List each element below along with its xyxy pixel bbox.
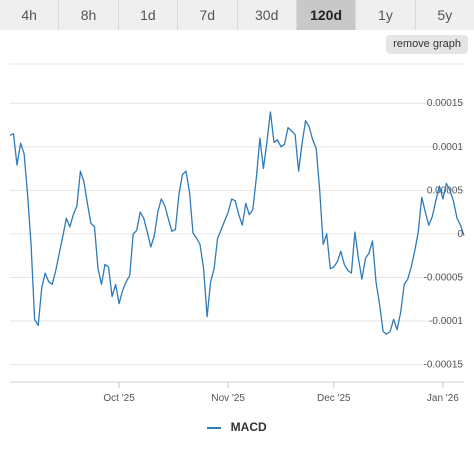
tab-30d[interactable]: 30d [237, 0, 297, 30]
x-tick-label: Nov '25 [211, 393, 245, 404]
tab-8h[interactable]: 8h [59, 0, 119, 30]
tab-120d[interactable]: 120d [296, 0, 357, 30]
legend-label: MACD [230, 420, 267, 434]
remove-graph-button[interactable]: remove graph [386, 35, 468, 54]
tab-1y[interactable]: 1y [356, 0, 416, 30]
tab-4h[interactable]: 4h [0, 0, 60, 30]
tab-7d[interactable]: 7d [178, 0, 238, 30]
series-line-macd [9, 111, 465, 335]
tab-1d[interactable]: 1d [118, 0, 179, 30]
y-tick-label: -0.0001 [429, 316, 463, 327]
y-tick-label: -0.00005 [424, 272, 464, 283]
chart-legend[interactable]: MACD [0, 420, 474, 434]
tab-5y[interactable]: 5y [415, 0, 474, 30]
y-tick-label: 0.00015 [427, 98, 464, 109]
legend-line-icon [207, 426, 222, 429]
timeframe-tabs: 4h 8h 1d 7d 30d 120d 1y 5y [0, 0, 474, 30]
y-tick-label: -0.00015 [424, 360, 464, 371]
x-tick-label: Oct '25 [103, 393, 135, 404]
x-tick-label: Jan '26 [427, 393, 459, 404]
x-tick-label: Dec '25 [317, 393, 351, 404]
y-tick-label: 0 [457, 229, 463, 240]
y-tick-label: 0.0001 [432, 142, 463, 153]
